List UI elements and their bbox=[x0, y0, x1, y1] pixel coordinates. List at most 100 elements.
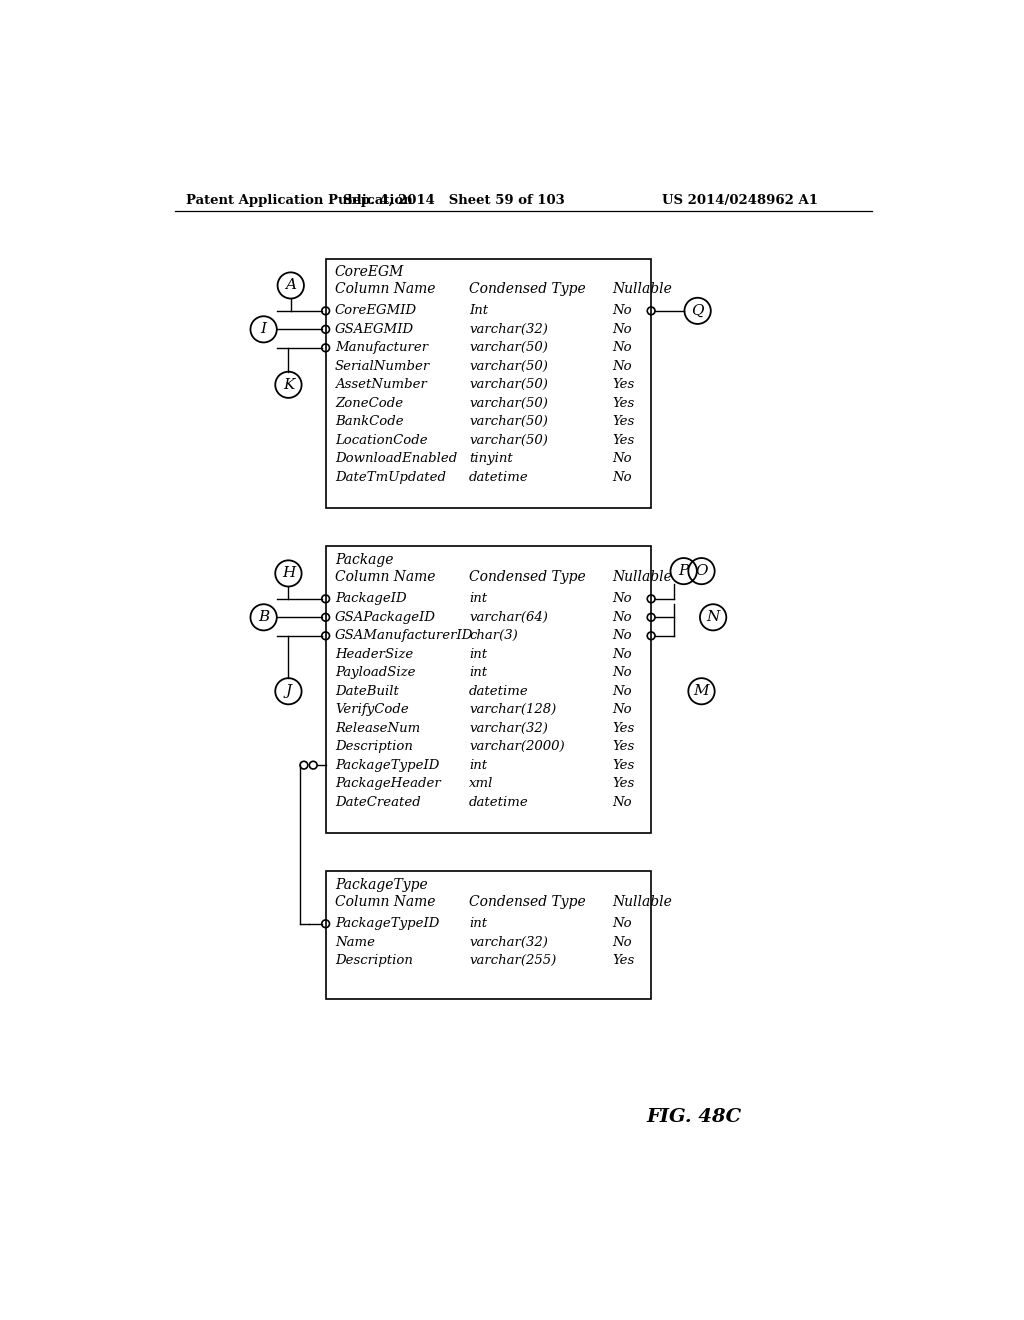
Text: O: O bbox=[695, 564, 708, 578]
Text: PackageType: PackageType bbox=[335, 878, 428, 892]
Text: int: int bbox=[469, 759, 487, 772]
Text: No: No bbox=[612, 342, 632, 354]
Text: J: J bbox=[286, 684, 292, 698]
Text: Package: Package bbox=[335, 553, 393, 568]
Text: Column Name: Column Name bbox=[335, 895, 435, 909]
Text: Column Name: Column Name bbox=[335, 282, 435, 296]
Bar bbox=[326, 546, 651, 833]
Text: No: No bbox=[612, 305, 632, 317]
Text: datetime: datetime bbox=[469, 685, 528, 698]
Text: varchar(255): varchar(255) bbox=[469, 954, 556, 968]
Text: Q: Q bbox=[691, 304, 703, 318]
Text: PackageID: PackageID bbox=[335, 593, 407, 606]
Text: PackageHeader: PackageHeader bbox=[335, 777, 440, 791]
Text: No: No bbox=[612, 648, 632, 661]
Text: Nullable: Nullable bbox=[612, 895, 672, 909]
Text: varchar(50): varchar(50) bbox=[469, 416, 548, 428]
Text: Condensed Type: Condensed Type bbox=[469, 895, 586, 909]
Text: No: No bbox=[612, 611, 632, 624]
Text: Yes: Yes bbox=[612, 777, 635, 791]
Text: SerialNumber: SerialNumber bbox=[335, 360, 430, 372]
Text: Yes: Yes bbox=[612, 722, 635, 735]
Text: K: K bbox=[283, 378, 294, 392]
Text: int: int bbox=[469, 648, 487, 661]
Text: Nullable: Nullable bbox=[612, 570, 672, 585]
Text: xml: xml bbox=[469, 777, 494, 791]
Text: Nullable: Nullable bbox=[612, 282, 672, 296]
Text: DateCreated: DateCreated bbox=[335, 796, 421, 809]
Text: M: M bbox=[693, 684, 710, 698]
Text: GSAEGMID: GSAEGMID bbox=[335, 323, 414, 335]
Text: CoreEGMID: CoreEGMID bbox=[335, 305, 417, 317]
Text: varchar(32): varchar(32) bbox=[469, 722, 548, 735]
Text: Yes: Yes bbox=[612, 954, 635, 968]
Text: Yes: Yes bbox=[612, 379, 635, 391]
Text: varchar(50): varchar(50) bbox=[469, 360, 548, 372]
Text: Int: Int bbox=[469, 305, 488, 317]
Text: GSAManufacturerID: GSAManufacturerID bbox=[335, 630, 473, 643]
Text: BankCode: BankCode bbox=[335, 416, 403, 428]
Text: FIG. 48C: FIG. 48C bbox=[646, 1107, 741, 1126]
Text: Sep. 4, 2014   Sheet 59 of 103: Sep. 4, 2014 Sheet 59 of 103 bbox=[343, 194, 564, 207]
Text: int: int bbox=[469, 667, 487, 680]
Text: DateBuilt: DateBuilt bbox=[335, 685, 398, 698]
Text: varchar(2000): varchar(2000) bbox=[469, 741, 564, 754]
Text: No: No bbox=[612, 471, 632, 483]
Text: Description: Description bbox=[335, 741, 413, 754]
Text: No: No bbox=[612, 685, 632, 698]
Text: tinyint: tinyint bbox=[469, 453, 513, 465]
Text: PackageTypeID: PackageTypeID bbox=[335, 917, 439, 931]
Text: No: No bbox=[612, 453, 632, 465]
Text: No: No bbox=[612, 936, 632, 949]
Text: Column Name: Column Name bbox=[335, 570, 435, 585]
Text: No: No bbox=[612, 917, 632, 931]
Text: HeaderSize: HeaderSize bbox=[335, 648, 413, 661]
Text: Condensed Type: Condensed Type bbox=[469, 570, 586, 585]
Bar bbox=[326, 871, 651, 999]
Text: char(3): char(3) bbox=[469, 630, 518, 643]
Text: varchar(50): varchar(50) bbox=[469, 379, 548, 391]
Text: varchar(64): varchar(64) bbox=[469, 611, 548, 624]
Text: CoreEGM: CoreEGM bbox=[335, 265, 404, 280]
Text: Patent Application Publication: Patent Application Publication bbox=[186, 194, 413, 207]
Text: varchar(128): varchar(128) bbox=[469, 704, 556, 717]
Text: GSAPackageID: GSAPackageID bbox=[335, 611, 436, 624]
Text: datetime: datetime bbox=[469, 796, 528, 809]
Text: ZoneCode: ZoneCode bbox=[335, 397, 403, 409]
Text: DateTmUpdated: DateTmUpdated bbox=[335, 471, 445, 483]
Text: int: int bbox=[469, 917, 487, 931]
Text: A: A bbox=[286, 279, 296, 293]
Text: PackageTypeID: PackageTypeID bbox=[335, 759, 439, 772]
Text: varchar(50): varchar(50) bbox=[469, 397, 548, 409]
Text: Yes: Yes bbox=[612, 759, 635, 772]
Text: PayloadSize: PayloadSize bbox=[335, 667, 416, 680]
Text: LocationCode: LocationCode bbox=[335, 434, 428, 446]
Text: B: B bbox=[258, 610, 269, 624]
Text: Name: Name bbox=[335, 936, 375, 949]
Text: H: H bbox=[282, 566, 295, 581]
Text: Yes: Yes bbox=[612, 416, 635, 428]
Text: P: P bbox=[679, 564, 689, 578]
Text: No: No bbox=[612, 593, 632, 606]
Text: N: N bbox=[707, 610, 720, 624]
Bar bbox=[326, 259, 651, 508]
Text: US 2014/0248962 A1: US 2014/0248962 A1 bbox=[663, 194, 818, 207]
Text: varchar(32): varchar(32) bbox=[469, 323, 548, 335]
Text: Condensed Type: Condensed Type bbox=[469, 282, 586, 296]
Text: Yes: Yes bbox=[612, 397, 635, 409]
Text: ReleaseNum: ReleaseNum bbox=[335, 722, 420, 735]
Text: varchar(32): varchar(32) bbox=[469, 936, 548, 949]
Text: I: I bbox=[261, 322, 266, 337]
Text: No: No bbox=[612, 360, 632, 372]
Text: varchar(50): varchar(50) bbox=[469, 434, 548, 446]
Text: VerifyCode: VerifyCode bbox=[335, 704, 409, 717]
Text: No: No bbox=[612, 796, 632, 809]
Text: Manufacturer: Manufacturer bbox=[335, 342, 428, 354]
Text: Yes: Yes bbox=[612, 741, 635, 754]
Text: Yes: Yes bbox=[612, 434, 635, 446]
Text: No: No bbox=[612, 630, 632, 643]
Text: DownloadEnabled: DownloadEnabled bbox=[335, 453, 457, 465]
Text: datetime: datetime bbox=[469, 471, 528, 483]
Text: varchar(50): varchar(50) bbox=[469, 342, 548, 354]
Text: Description: Description bbox=[335, 954, 413, 968]
